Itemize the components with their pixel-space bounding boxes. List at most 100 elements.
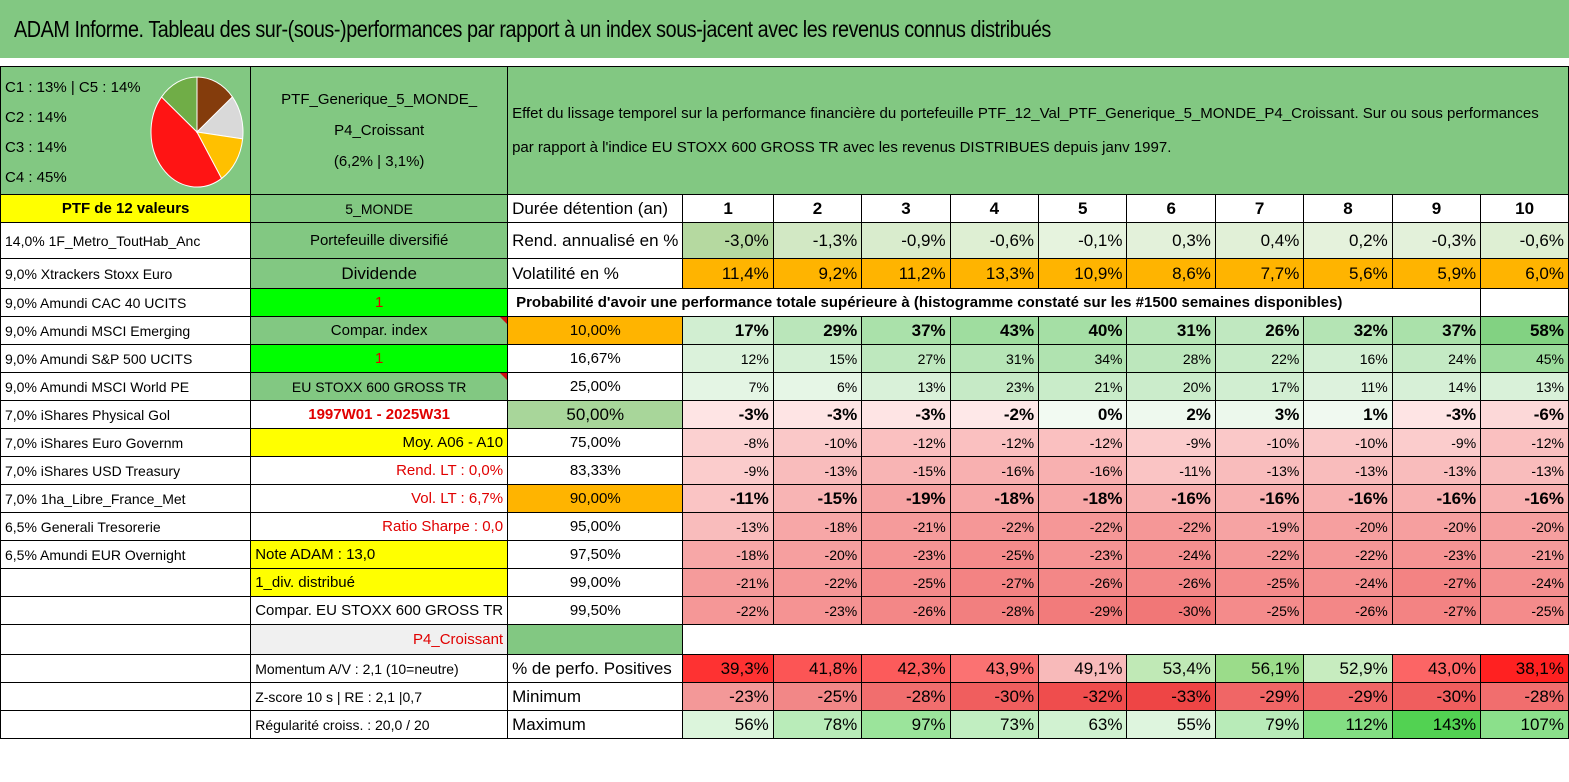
probability-value: -28% [949,596,1040,625]
maximum-value: 79% [1214,710,1305,739]
positives-value: 43,9% [949,654,1040,683]
probability-threshold: 99,50% [507,596,684,625]
empty-cell [683,625,1569,655]
volatility-value: 7,7% [1214,258,1305,289]
pie-legend-item: C4 : 45% [5,169,67,186]
probability-value: -3% [682,400,774,429]
probability-value: -6% [1480,400,1569,429]
probability-value: 22% [1214,344,1305,373]
probability-value: 17% [682,316,774,345]
table-row: Momentum A/V : 2,1 (10=neutre)% de perfo… [0,654,1569,683]
probability-value: 3% [1214,400,1305,429]
year-header: 1 [682,194,774,223]
probability-value: -21% [1480,540,1569,569]
probability-value: 14% [1391,372,1482,401]
positives-value: 41,8% [772,654,863,683]
probability-value: -13% [1214,456,1305,485]
probability-value: -3% [772,400,863,429]
positives-value: 43,0% [1391,654,1482,683]
pie-legend-item: C1 : 13% | C5 : 14% [5,79,141,96]
table-row: 7,0% iShares Physical Gol 1997W01 - 2025W… [0,400,1569,429]
probability-value: 43% [949,316,1040,345]
probability-value: -29% [1038,596,1128,625]
table-row: PTF de 12 valeurs 5_MONDE Durée détention … [0,194,1569,223]
minimum-value: -29% [1303,682,1393,711]
probability-value: -10% [1214,428,1305,457]
info-cell: P4_Croissant [250,624,509,655]
maximum-value: 56% [682,710,774,739]
probability-value: -2% [949,400,1040,429]
volatility-value: 6,0% [1480,258,1569,289]
probability-value: -22% [1214,540,1305,569]
return-value: 0,4% [1214,222,1305,259]
probability-value: 21% [1038,372,1128,401]
info-cell: Portefeuille diversifié [250,222,509,259]
info-cell: 1997W01 - 2025W31 [250,400,509,429]
holding-item: 9,0% Amundi S&P 500 UCITS [0,344,252,373]
probability-value: -22% [1038,512,1128,541]
probability-value: -22% [772,568,863,597]
probability-value: 28% [1126,344,1216,373]
probability-threshold: 99,00% [507,568,684,597]
probability-value: -13% [1303,456,1393,485]
info-cell: Régularité croiss. : 20,0 / 20 [250,710,509,739]
probability-value: -16% [1214,484,1305,513]
probability-value: 16% [1303,344,1393,373]
probability-value: -13% [1480,456,1569,485]
table-row: 9,0% Amundi MSCI Emerging Compar. index 10… [0,316,1569,345]
probability-value: 31% [949,344,1040,373]
table-row: Z-score 10 s | RE : 2,1 |0,7 Minimum -23% -… [0,682,1569,711]
probability-threshold: 83,33% [507,456,684,485]
probability-value: 11% [1303,372,1393,401]
pie-legend: C1 : 13% | C5 : 14% C2 : 14% C3 : 14% C4… [5,73,141,193]
probability-value: -16% [1391,484,1482,513]
probability-threshold: 90,00% [507,484,684,513]
empty-cell [0,624,252,655]
probability-value: -10% [1303,428,1393,457]
pie-legend-item: C3 : 14% [5,139,67,156]
volatility-value: 11,2% [861,258,951,289]
probability-value: 40% [1038,316,1128,345]
empty-cell [0,710,252,739]
minimum-value: -29% [1214,682,1305,711]
probability-value: -18% [949,484,1040,513]
table-row: 1_div. distribué 99,00% -21% -22% -25% -27% -2… [0,568,1569,597]
probability-value: -16% [1480,484,1569,513]
probability-value: -16% [1126,484,1216,513]
portfolio-name-line2: P4_Croissant [334,122,425,139]
table-row: 14,0% 1F_Metro_ToutHab_Anc Portefeuille d… [0,222,1569,259]
probability-threshold: 25,00% [507,372,684,401]
probability-value: -22% [682,596,774,625]
probability-label: Probabilité d'avoir une performance tota… [516,294,1343,311]
maximum-value: 97% [861,710,951,739]
probability-value: -13% [1391,456,1482,485]
probability-value: -26% [1126,568,1216,597]
probability-value: -26% [1038,568,1128,597]
probability-value: -23% [772,596,863,625]
probability-value: -11% [1126,456,1216,485]
positives-label: % de perfo. Positives [507,654,684,683]
positives-value: 56,1% [1214,654,1305,683]
return-value: -3,0% [682,222,774,259]
info-cell: Ratio Sharpe : 0,0 [250,512,509,541]
info-cell: 1 [250,344,509,373]
volatility-value: 5,6% [1303,258,1393,289]
table-row: Compar. EU STOXX 600 GROSS TR 99,50% -22% -… [0,596,1569,625]
minimum-value: -30% [949,682,1040,711]
minimum-value: -25% [772,682,863,711]
volatility-value: 10,9% [1038,258,1128,289]
holding-item: 6,5% Generali Tresorerie [0,512,252,541]
probability-value: -18% [1038,484,1128,513]
probability-value: 20% [1126,372,1216,401]
positives-value: 53,4% [1126,654,1216,683]
volatility-value: 13,3% [949,258,1040,289]
probability-value: -3% [861,400,951,429]
holding-item [0,596,252,625]
maximum-value: 73% [949,710,1040,739]
return-value: -1,3% [772,222,863,259]
probability-value: -13% [772,456,863,485]
probability-value: 7% [682,372,774,401]
empty-cell [507,624,684,655]
info-cell: Note ADAM : 13,0 [250,540,509,569]
maximum-label: Maximum [507,710,684,739]
